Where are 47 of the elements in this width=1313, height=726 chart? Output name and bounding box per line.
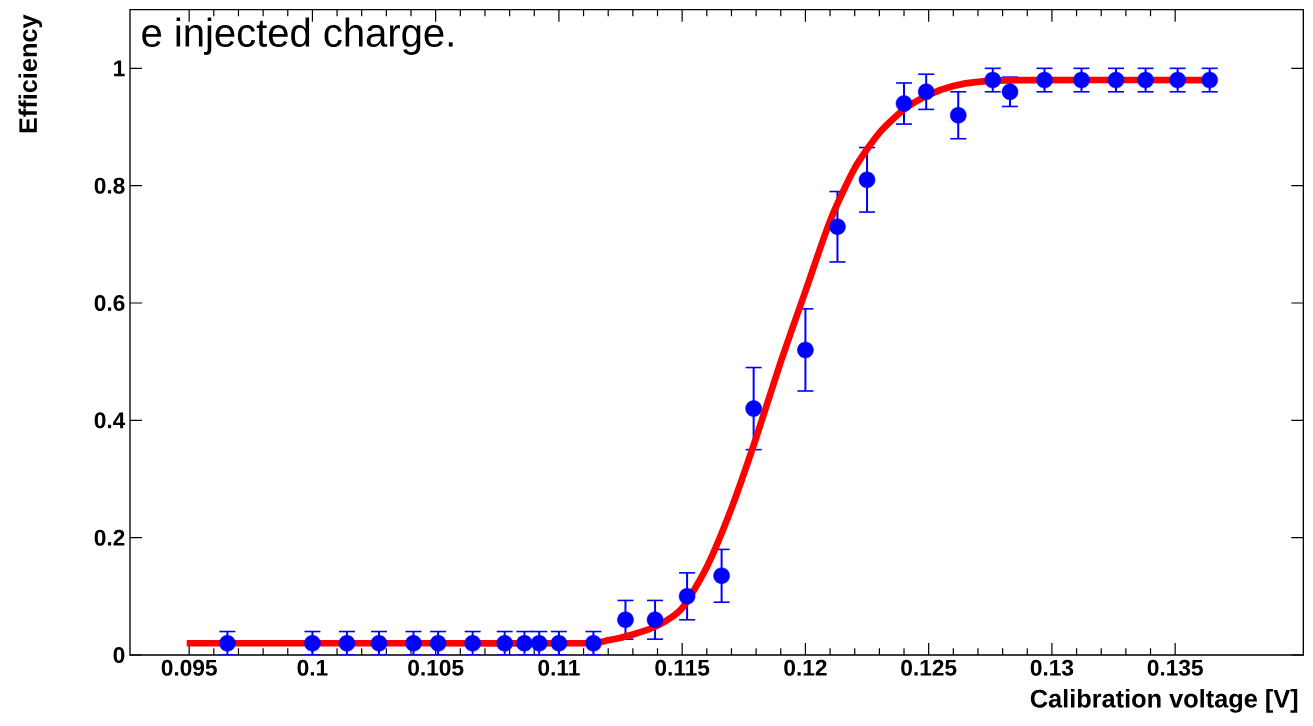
point <box>338 634 356 652</box>
point <box>713 567 730 585</box>
y-tick-label: 0.6 <box>94 294 125 312</box>
point <box>858 171 876 189</box>
x-tick-label: 0.135 <box>1147 659 1203 676</box>
point <box>895 95 913 112</box>
point <box>219 634 236 652</box>
point <box>1201 71 1218 89</box>
x-tick-label: 0.1 <box>297 659 328 676</box>
y-tick-label: 0.8 <box>94 177 125 194</box>
point <box>984 71 1002 89</box>
x-tick-label: 0.11 <box>538 659 580 676</box>
point <box>1169 71 1186 89</box>
point <box>917 83 935 101</box>
point <box>678 588 696 605</box>
x-tick-label: 0.125 <box>901 659 957 676</box>
y-tick-label: 1 <box>114 60 125 77</box>
point <box>1137 71 1154 89</box>
point <box>745 400 762 417</box>
y-tick-label: 0.2 <box>94 529 125 546</box>
point <box>405 634 422 652</box>
point <box>550 634 568 652</box>
point <box>429 634 447 652</box>
x-tick-label: 0.115 <box>655 659 710 676</box>
annotation: e injected charge. <box>142 17 453 55</box>
point <box>1001 83 1019 101</box>
point <box>1107 71 1125 89</box>
point <box>829 218 846 235</box>
x-axis-title: Calibration voltage [V] <box>1030 689 1298 713</box>
y-axis-title: Efficiency <box>18 14 43 133</box>
x-tick-label: 0.095 <box>161 659 217 676</box>
x-tick-label: 0.105 <box>408 659 464 676</box>
x-tick-label: 0.13 <box>1030 659 1074 676</box>
point <box>496 634 513 652</box>
x-tick-label: 0.12 <box>784 659 827 676</box>
point <box>797 341 814 359</box>
y-tick-label: 0.4 <box>94 412 126 429</box>
point <box>1073 71 1090 89</box>
point <box>1036 71 1053 89</box>
point <box>646 611 664 629</box>
point <box>304 634 321 652</box>
point <box>617 611 634 629</box>
point <box>370 634 388 652</box>
y-tick-label: 0 <box>113 646 125 664</box>
point <box>949 106 967 124</box>
point <box>585 634 602 652</box>
point <box>464 634 481 652</box>
